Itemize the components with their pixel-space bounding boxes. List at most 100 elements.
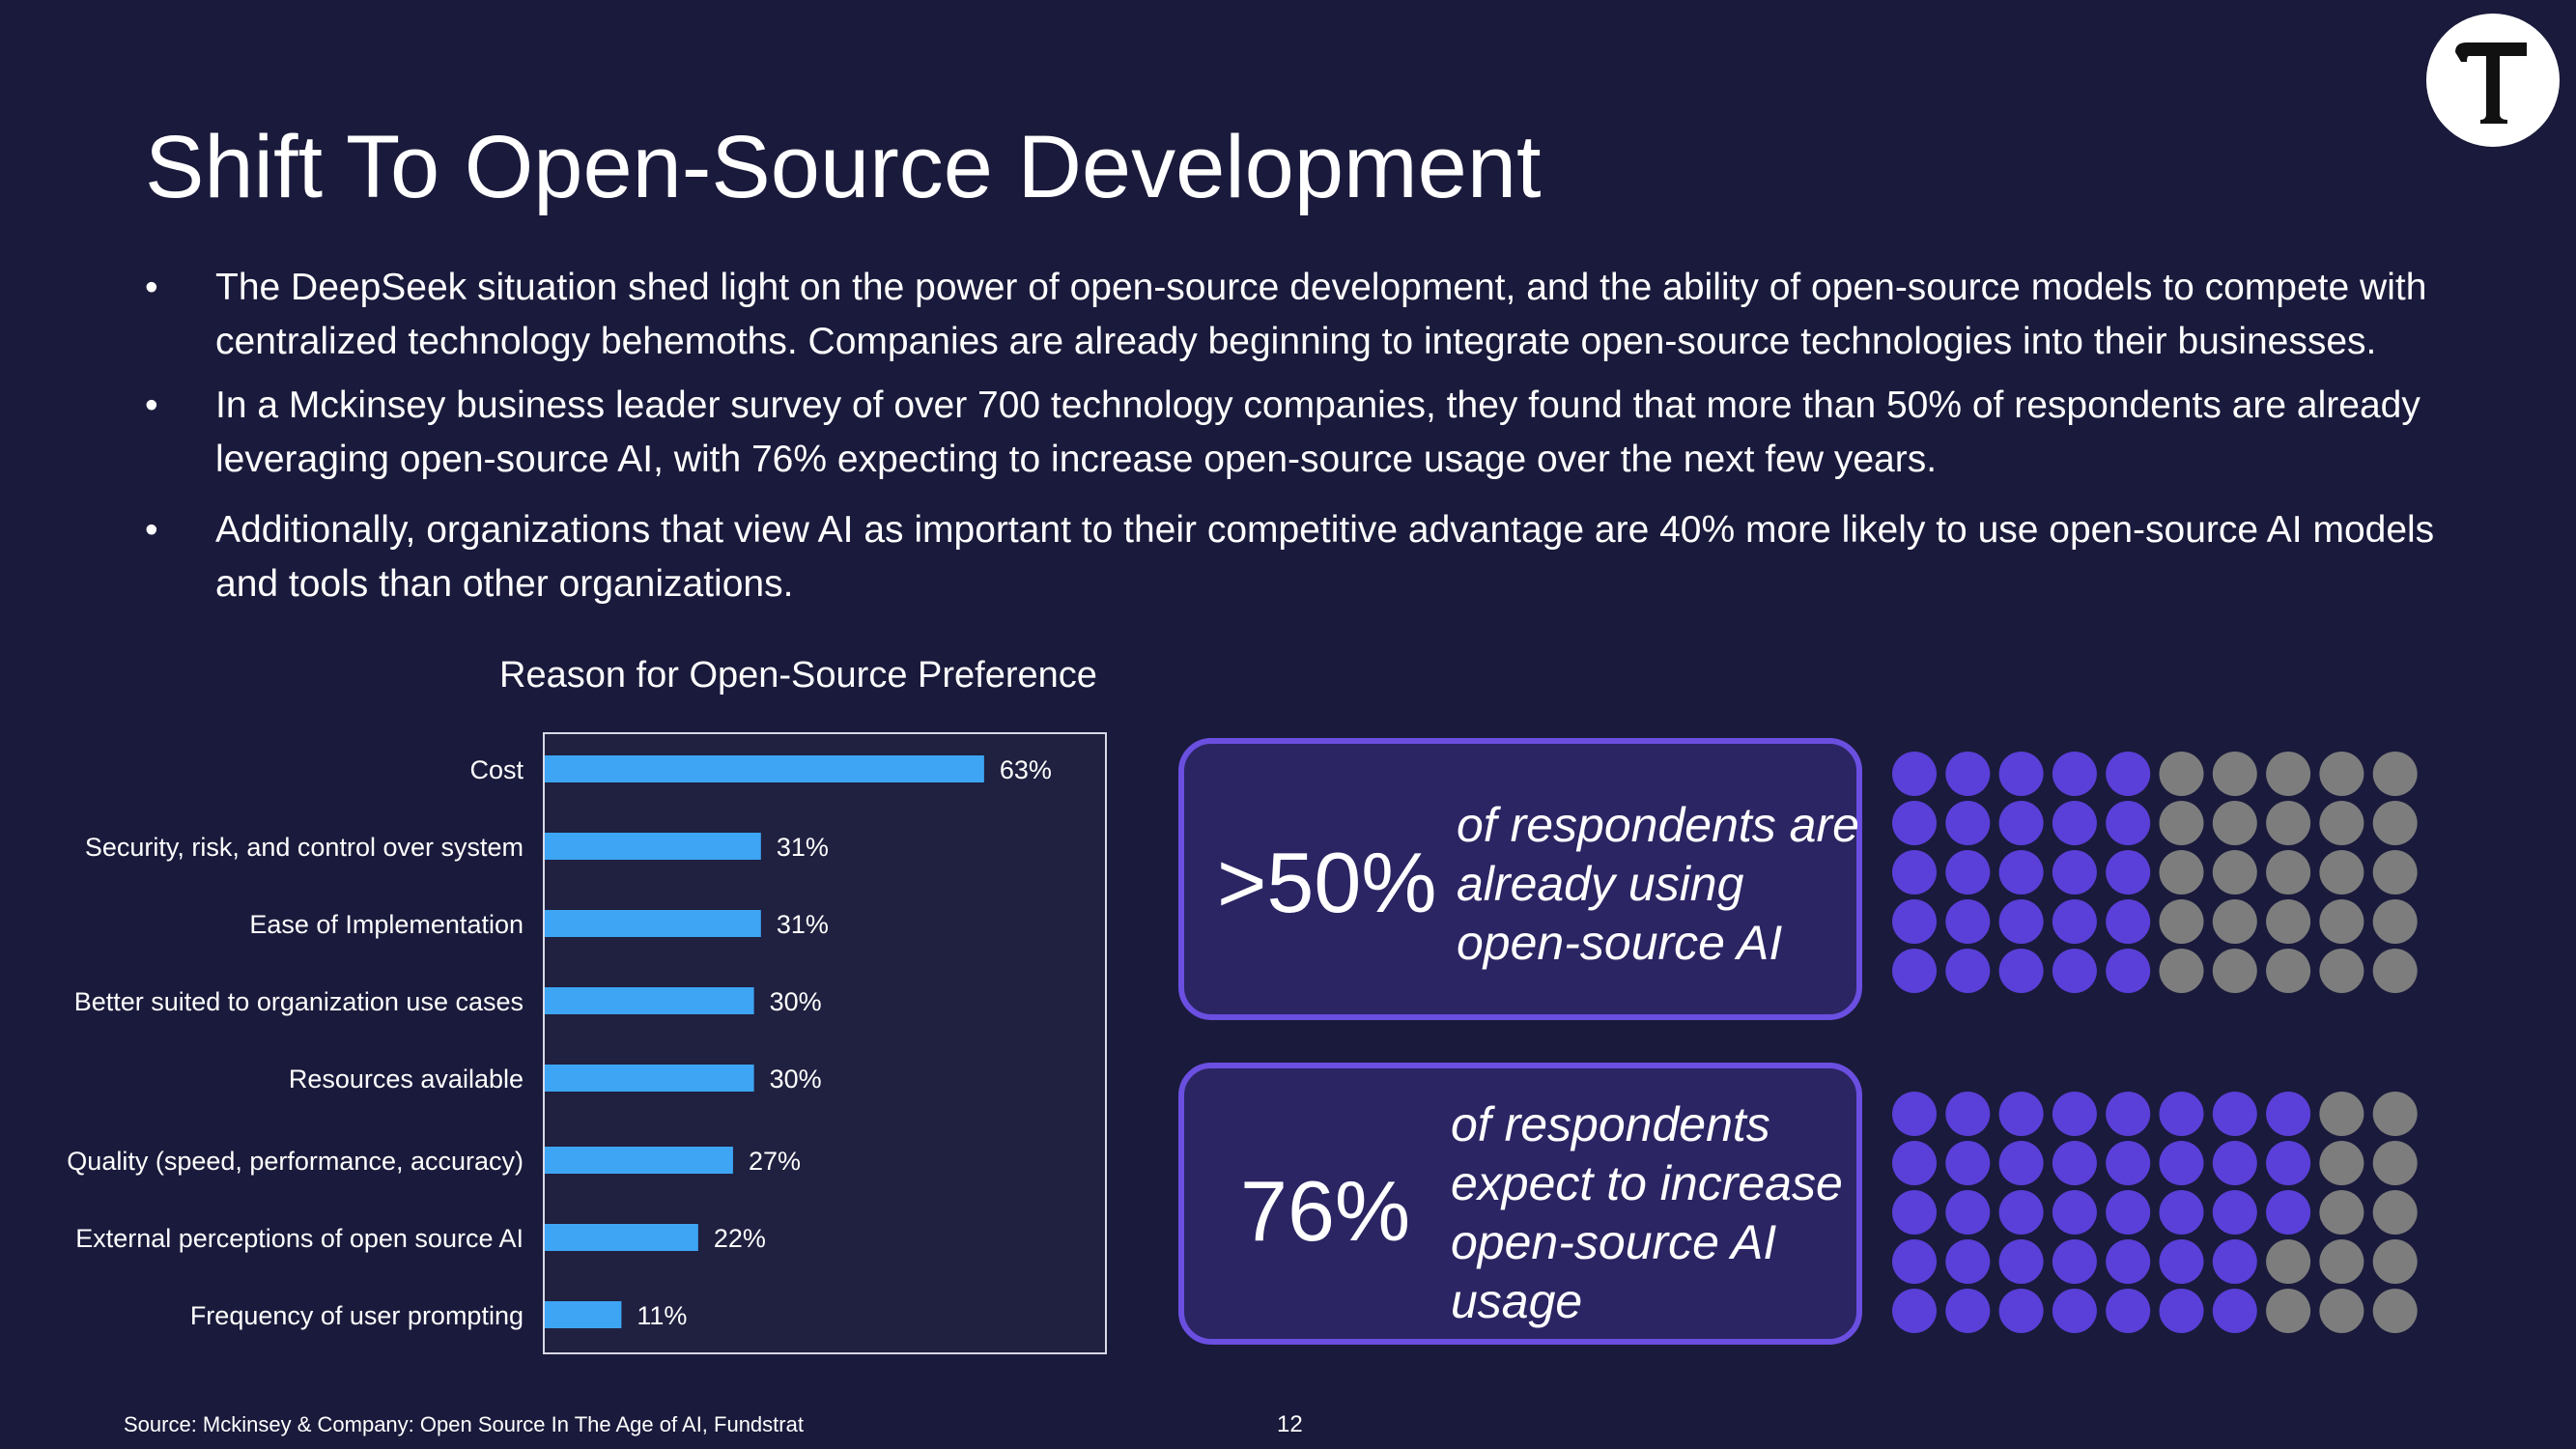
filled-dot [1945, 1141, 1991, 1185]
stat-value: >50% [1217, 835, 1437, 930]
filled-dot [2159, 1190, 2204, 1235]
empty-dot [2372, 1092, 2418, 1136]
filled-dot [2212, 1289, 2257, 1333]
empty-dot [2212, 949, 2257, 993]
source-note: Source: Mckinsey & Company: Open Source … [124, 1412, 804, 1436]
filled-dot [1892, 1190, 1937, 1235]
filled-dot [1945, 1239, 1991, 1284]
filled-dot [2106, 1289, 2151, 1333]
bullet-marker: • [145, 384, 158, 426]
empty-dot [2319, 801, 2364, 845]
filled-dot [2106, 1141, 2151, 1185]
filled-dot [1998, 949, 2044, 993]
stat-description: of respondents expect to increase open-s… [1451, 1097, 1843, 1328]
filled-dot [1998, 752, 2044, 796]
filled-dot [2052, 1289, 2097, 1333]
empty-dot [2319, 949, 2364, 993]
filled-dot [1998, 1239, 2044, 1284]
empty-dot [2372, 850, 2418, 895]
empty-dot [2319, 1289, 2364, 1333]
data-label: 22% [714, 1224, 766, 1253]
data-label: 31% [777, 910, 829, 939]
filled-dot [1998, 1141, 2044, 1185]
category-label: Cost [469, 755, 524, 784]
bullet-text: The DeepSeek situation shed light on the… [215, 267, 2427, 362]
stat-card-increase: 76% of respondents expect to increase op… [1178, 1063, 1862, 1345]
empty-dot [2372, 899, 2418, 944]
stat-value: 76% [1240, 1163, 1411, 1259]
filled-dot [1892, 1141, 1937, 1185]
filled-dot [2212, 1190, 2257, 1235]
empty-dot [2159, 752, 2204, 796]
empty-dot [2372, 949, 2418, 993]
empty-dot [2159, 899, 2204, 944]
filled-dot [2106, 899, 2151, 944]
filled-dot [2106, 850, 2151, 895]
empty-dot [2372, 1141, 2418, 1185]
stat-card-using: >50% of respondents are already using op… [1178, 738, 1862, 1020]
empty-dot [2372, 1239, 2418, 1284]
filled-dot [1892, 1092, 1937, 1136]
filled-dot [2052, 850, 2097, 895]
filled-dot [2159, 1239, 2204, 1284]
filled-dot [1945, 1092, 1991, 1136]
empty-dot [2372, 1190, 2418, 1235]
filled-dot [2266, 1190, 2311, 1235]
empty-dot [2266, 752, 2311, 796]
filled-dot [1998, 1289, 2044, 1333]
filled-dot [1892, 801, 1937, 845]
empty-dot [2372, 801, 2418, 845]
filled-dot [1945, 752, 1991, 796]
filled-dot [2052, 949, 2097, 993]
logo-letter-t-icon [2455, 43, 2527, 124]
filled-dot [1998, 801, 2044, 845]
filled-dot [2106, 752, 2151, 796]
waffle-chart-increase [1892, 1092, 2418, 1333]
filled-dot [2266, 1141, 2311, 1185]
empty-dot [2372, 1289, 2418, 1333]
page-title: Shift To Open-Source Development [145, 118, 1542, 216]
filled-dot [2212, 1092, 2257, 1136]
filled-dot [1945, 1190, 1991, 1235]
waffle-chart-using [1892, 752, 2418, 993]
filled-dot [1945, 899, 1991, 944]
bar [545, 987, 754, 1014]
filled-dot [2159, 1289, 2204, 1333]
data-label: 63% [1000, 755, 1052, 784]
filled-dot [2052, 1141, 2097, 1185]
bar [545, 1301, 622, 1328]
filled-dot [2052, 1092, 2097, 1136]
filled-dot [2159, 1092, 2204, 1136]
empty-dot [2319, 1190, 2364, 1235]
filled-dot [1998, 1190, 2044, 1235]
filled-dot [1998, 899, 2044, 944]
empty-dot [2319, 1239, 2364, 1284]
empty-dot [2266, 801, 2311, 845]
empty-dot [2266, 850, 2311, 895]
empty-dot [2159, 949, 2204, 993]
filled-dot [2159, 1141, 2204, 1185]
empty-dot [2319, 850, 2364, 895]
filled-dot [1945, 850, 1991, 895]
bar [545, 1224, 698, 1251]
empty-dot [2212, 899, 2257, 944]
bar [545, 755, 984, 782]
filled-dot [2106, 1239, 2151, 1284]
filled-dot [1892, 1289, 1937, 1333]
bar [545, 1147, 733, 1174]
empty-dot [2159, 850, 2204, 895]
bar [545, 833, 761, 860]
filled-dot [2052, 899, 2097, 944]
filled-dot [2052, 1190, 2097, 1235]
filled-dot [2106, 1092, 2151, 1136]
filled-dot [2052, 801, 2097, 845]
data-label: 11% [637, 1301, 687, 1330]
empty-dot [2266, 1289, 2311, 1333]
fundstrat-logo [2426, 14, 2560, 147]
bar [545, 910, 761, 937]
filled-dot [2052, 1239, 2097, 1284]
filled-dot [1945, 801, 1991, 845]
data-label: 30% [770, 1065, 822, 1094]
empty-dot [2212, 850, 2257, 895]
empty-dot [2212, 801, 2257, 845]
